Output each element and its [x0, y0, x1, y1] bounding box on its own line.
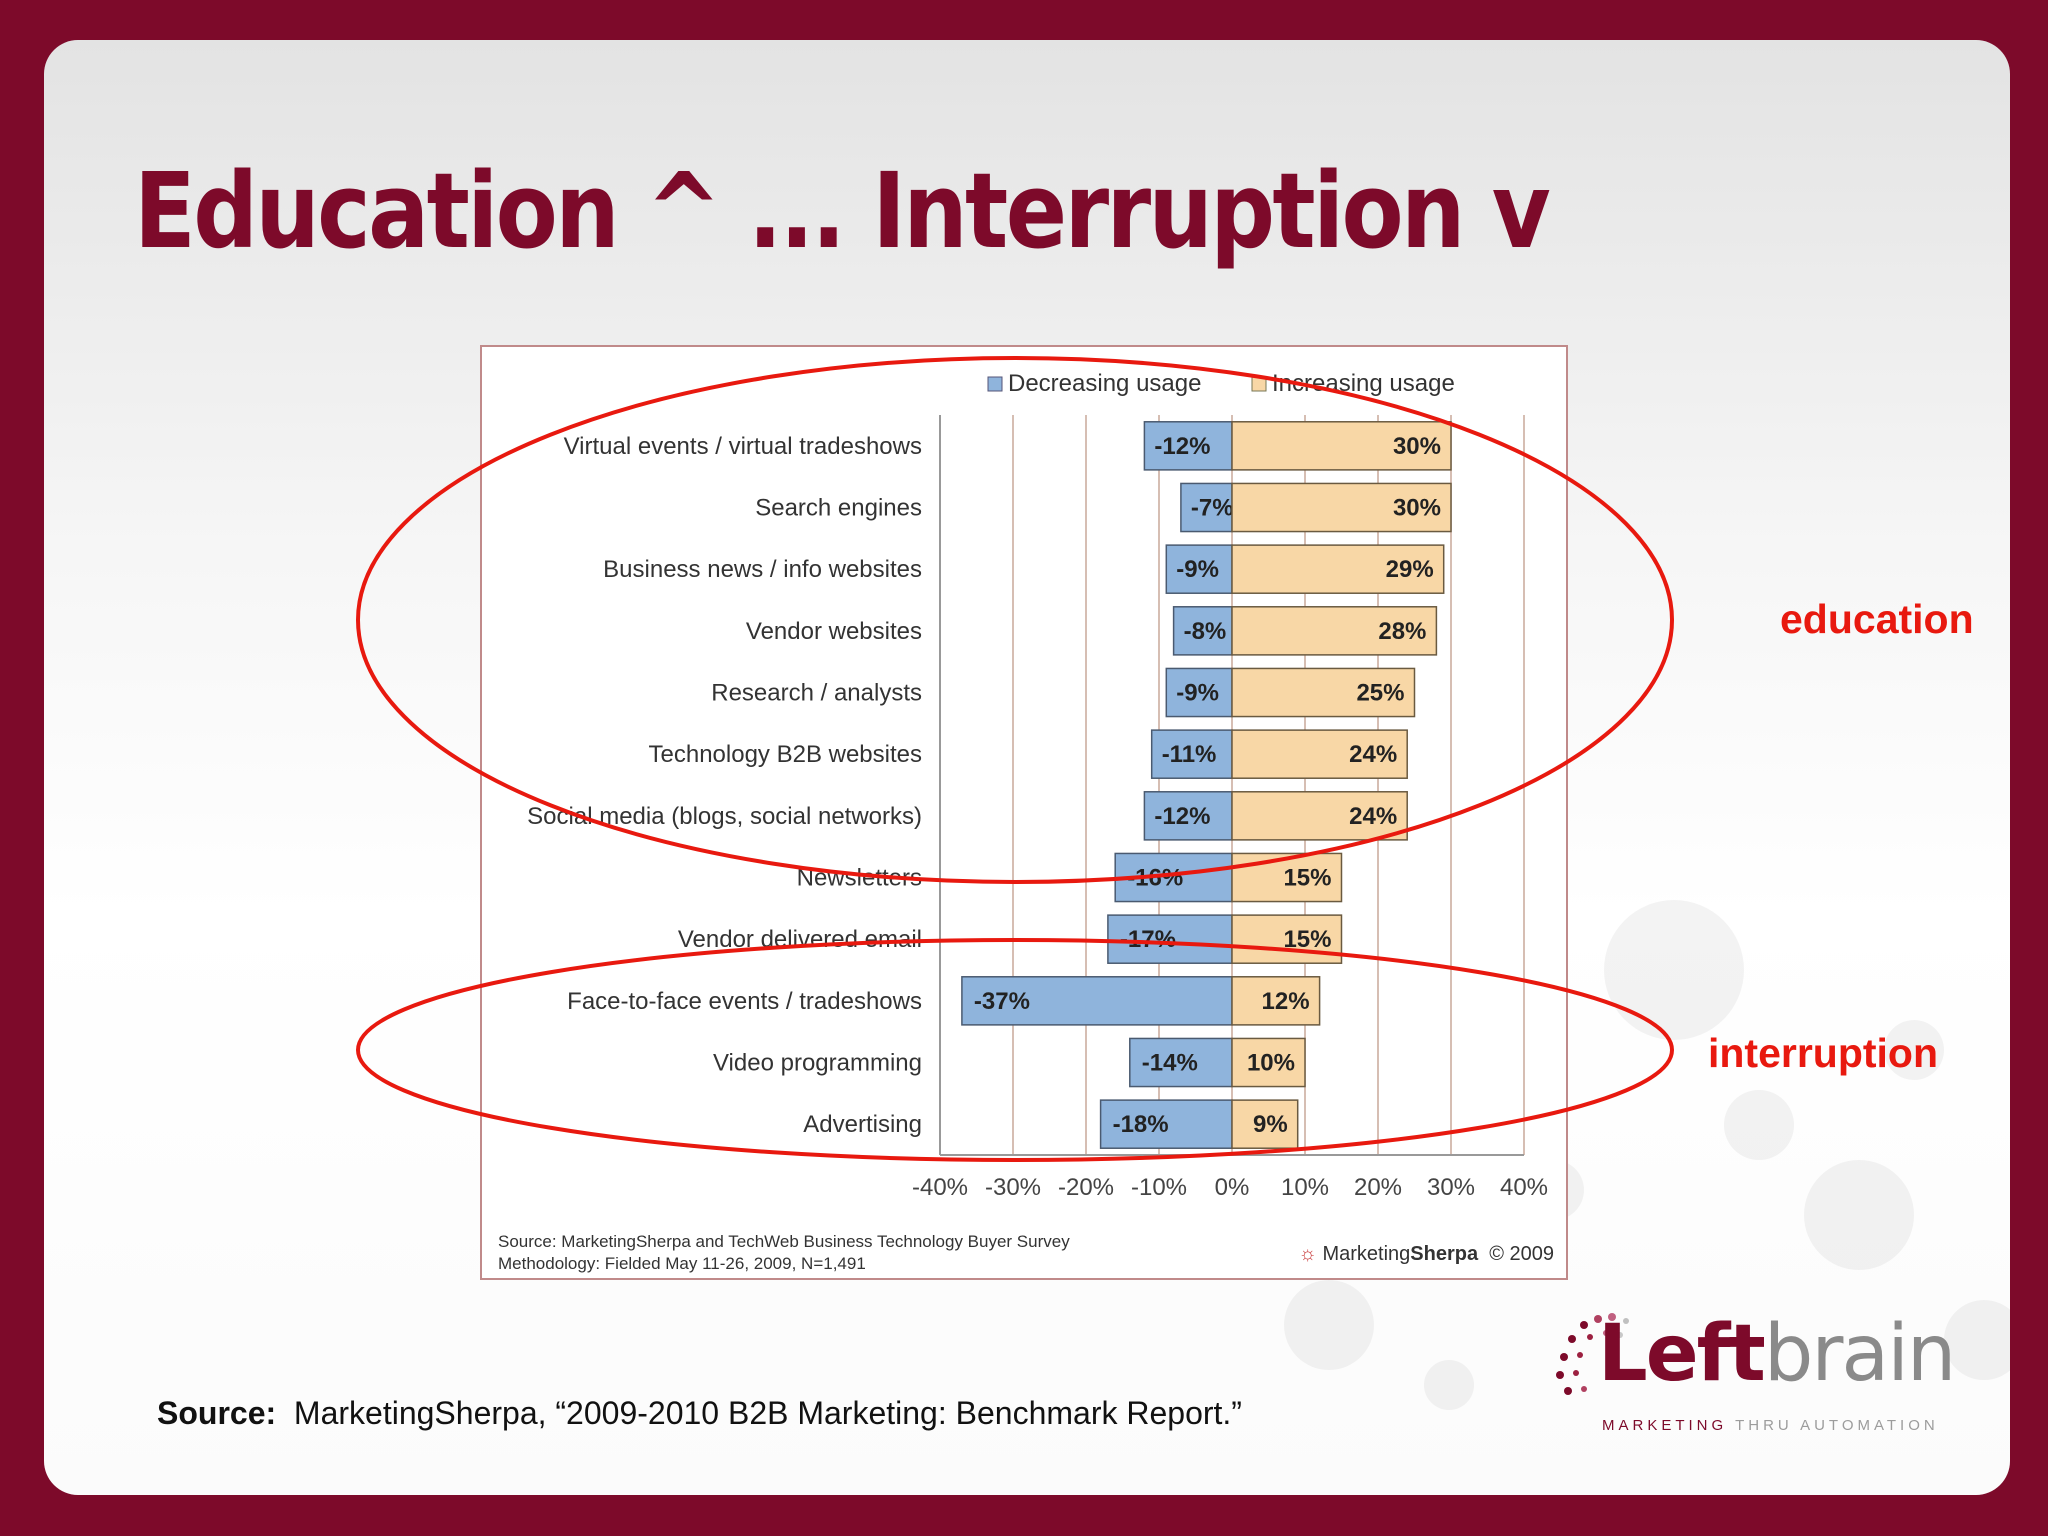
x-tick-label: -30% — [985, 1174, 1041, 1201]
category-label: Social media (blogs, social networks) — [527, 803, 922, 830]
sun-icon: ☼ — [1298, 1243, 1317, 1265]
decor-bubble — [1804, 1160, 1914, 1270]
bar-label-increasing: 24% — [1349, 741, 1397, 768]
category-label: Vendor delivered email — [678, 926, 922, 953]
bar-label-increasing: 29% — [1386, 556, 1434, 583]
bar-label-decreasing: -8% — [1184, 618, 1227, 645]
page-title: Education ^ ... Interruption v — [134, 150, 1551, 272]
bar-label-decreasing: -17% — [1120, 926, 1176, 953]
bar-label-decreasing: -12% — [1154, 803, 1210, 830]
category-label: Technology B2B websites — [649, 741, 923, 768]
category-label: Vendor websites — [746, 618, 922, 645]
source-label: Source: — [157, 1395, 277, 1431]
x-tick-label: -40% — [912, 1174, 968, 1201]
chart-panel: -40% -30% -20% -10% 0% 10% 20% 30% 40% Decreasing… — [480, 345, 1568, 1280]
bar-label-decreasing: -18% — [1113, 1111, 1169, 1138]
bar-label-decreasing: -9% — [1176, 556, 1219, 583]
leftbrain-logo: Leftbrain MARKETING THRU AUTOMATION — [1550, 1305, 1956, 1435]
bar-label-increasing: 30% — [1393, 433, 1441, 460]
x-tick-label: 10% — [1281, 1174, 1329, 1201]
category-label: Virtual events / virtual tradeshows — [564, 433, 922, 460]
legend-label-increasing: Increasing usage — [1272, 370, 1455, 397]
bar-label-decreasing: -12% — [1154, 433, 1210, 460]
brand-part2: Sherpa — [1410, 1243, 1479, 1265]
bar-label-increasing: 10% — [1247, 1050, 1295, 1077]
brand-part1: Marketing — [1322, 1243, 1411, 1265]
logo-tagline: MARKETING THRU AUTOMATION — [1602, 1417, 1939, 1434]
decor-bubble — [1944, 1300, 2010, 1380]
logo-word-brain: brain — [1763, 1309, 1956, 1399]
bar-label-increasing: 30% — [1393, 495, 1441, 522]
category-label: Face-to-face events / tradeshows — [567, 988, 922, 1015]
brand-year: © 2009 — [1489, 1243, 1554, 1265]
chart-methodology-line: Methodology: Fielded May 11-26, 2009, N=… — [498, 1254, 866, 1273]
category-label: Research / analysts — [711, 680, 922, 707]
chart-source-line: Source: MarketingSherpa and TechWeb Busi… — [498, 1232, 1070, 1251]
bar-label-increasing: 9% — [1253, 1111, 1288, 1138]
category-label: Business news / info websites — [603, 556, 922, 583]
bar-label-increasing: 15% — [1283, 865, 1331, 892]
chart-brand: ☼ MarketingSherpa © 2009 — [1299, 1243, 1554, 1266]
x-tick-label: 20% — [1354, 1174, 1402, 1201]
source-text: MarketingSherpa, “2009-2010 B2B Marketin… — [293, 1395, 1242, 1431]
bar-label-decreasing: -16% — [1127, 865, 1183, 892]
logo-dots-icon — [1556, 1313, 1629, 1395]
x-tick-label: 40% — [1500, 1174, 1548, 1201]
bar-label-increasing: 15% — [1283, 926, 1331, 953]
logo-word-left: Left — [1598, 1309, 1766, 1399]
decor-bubble — [1284, 1280, 1374, 1370]
bar-label-increasing: 28% — [1378, 618, 1426, 645]
chart-source: Source: MarketingSherpa and TechWeb Busi… — [498, 1231, 1070, 1275]
decor-bubble — [1724, 1090, 1794, 1160]
x-tick-label: -20% — [1058, 1174, 1114, 1201]
logo-tagline-part1: MARKETING — [1602, 1417, 1728, 1434]
bar-label-decreasing: -11% — [1162, 741, 1217, 768]
decor-bubble — [1604, 900, 1744, 1040]
x-tick-label: 0% — [1215, 1174, 1250, 1201]
category-label: Newsletters — [797, 865, 922, 892]
decor-bubble — [1884, 1020, 1944, 1080]
decor-bubble — [1424, 1360, 1474, 1410]
category-label: Search engines — [755, 495, 922, 522]
bar-label-decreasing: -9% — [1176, 680, 1219, 707]
x-tick-label: 30% — [1427, 1174, 1475, 1201]
bar-label-decreasing: -14% — [1142, 1050, 1198, 1077]
category-label: Advertising — [803, 1111, 922, 1138]
interruption-annotation: interruption — [1708, 1030, 1939, 1076]
x-tick-label: -10% — [1131, 1174, 1187, 1201]
bar-label-increasing: 24% — [1349, 803, 1397, 830]
bar-label-decreasing: -37% — [974, 988, 1030, 1015]
bar-label-increasing: 12% — [1262, 988, 1310, 1015]
legend-swatch-decreasing — [987, 376, 1003, 392]
bar-chart: -40% -30% -20% -10% 0% 10% 20% 30% 40% Decreasing… — [527, 370, 1548, 1201]
legend-label-decreasing: Decreasing usage — [1008, 370, 1201, 397]
category-label: Video programming — [713, 1050, 922, 1077]
logo-tagline-part2: THRU AUTOMATION — [1735, 1417, 1939, 1434]
education-annotation: education — [1780, 596, 1974, 642]
legend-swatch-increasing — [1251, 376, 1267, 392]
source-note: Source: MarketingSherpa, “2009-2010 B2B … — [157, 1395, 1242, 1432]
bar-label-increasing: 25% — [1356, 680, 1404, 707]
bar-label-decreasing: -7% — [1191, 495, 1234, 522]
logo-wordmark: Leftbrain — [1598, 1309, 1956, 1399]
